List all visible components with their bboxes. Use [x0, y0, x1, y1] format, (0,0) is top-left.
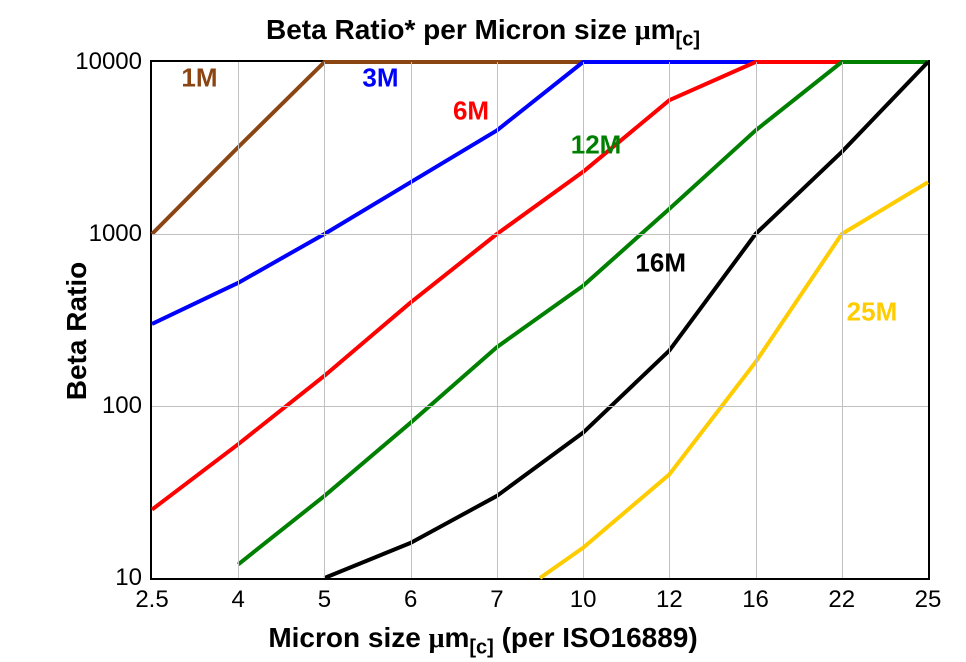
xlabel-mu: μ: [429, 623, 445, 654]
title-mu: μ: [635, 15, 651, 46]
series-label-3M: 3M: [362, 62, 398, 93]
x-tick-label: 7: [490, 578, 503, 614]
gridline-vertical: [411, 62, 412, 578]
xlabel-post: (per ISO16889): [494, 622, 698, 653]
x-tick-label: 4: [232, 578, 245, 614]
series-label-12M: 12M: [571, 129, 622, 160]
xlabel-pre: Micron size: [268, 622, 428, 653]
x-tick-label: 6: [404, 578, 417, 614]
title-m: m: [651, 14, 676, 45]
gridline-horizontal: [152, 406, 928, 407]
y-tick-label: 1000: [89, 220, 152, 248]
x-tick-label: 22: [828, 578, 855, 614]
gridline-vertical: [497, 62, 498, 578]
y-axis-label: Beta Ratio: [61, 262, 93, 400]
gridline-vertical: [756, 62, 757, 578]
series-line-6M: [152, 62, 928, 510]
series-label-16M: 16M: [635, 247, 686, 278]
series-label-25M: 25M: [847, 297, 898, 328]
plot-area: 2.545671012162225101001000100001M3M6M12M…: [150, 60, 930, 580]
chart-title: Beta Ratio* per Micron size μm[c]: [0, 14, 966, 52]
beta-ratio-chart: Beta Ratio* per Micron size μm[c] Beta R…: [0, 0, 966, 662]
xlabel-sub: [c]: [469, 637, 493, 659]
gridline-horizontal: [152, 234, 928, 235]
gridline-vertical: [669, 62, 670, 578]
y-tick-label: 10000: [75, 48, 152, 76]
series-line-16M: [324, 62, 928, 578]
gridline-vertical: [324, 62, 325, 578]
x-tick-label: 10: [570, 578, 597, 614]
title-sub: [c]: [676, 29, 700, 51]
x-tick-label: 12: [656, 578, 683, 614]
x-tick-label: 16: [742, 578, 769, 614]
title-text-pre: Beta Ratio* per Micron size: [266, 14, 635, 45]
x-tick-label: 5: [318, 578, 331, 614]
series-line-25M: [540, 182, 928, 578]
x-axis-label: Micron size μm[c] (per ISO16889): [0, 622, 966, 660]
series-label-1M: 1M: [181, 62, 217, 93]
gridline-vertical: [842, 62, 843, 578]
x-tick-label: 25: [915, 578, 942, 614]
series-label-6M: 6M: [453, 95, 489, 126]
gridline-vertical: [238, 62, 239, 578]
y-tick-label: 10: [115, 564, 152, 592]
chart-lines-svg: [152, 62, 928, 578]
y-tick-label: 100: [102, 392, 152, 420]
xlabel-m: m: [444, 622, 469, 653]
series-line-3M: [152, 62, 928, 324]
